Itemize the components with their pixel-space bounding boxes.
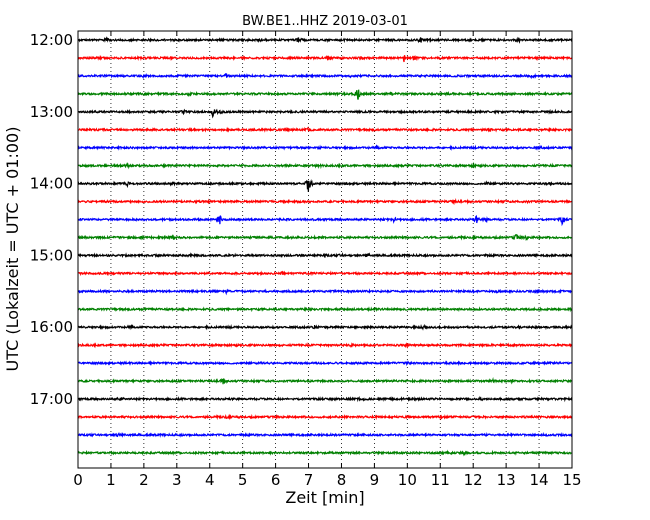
trace-1545: [77, 306, 573, 313]
trace-1600: [77, 323, 573, 331]
grid-lines: [110, 31, 540, 468]
trace-1230: [77, 72, 573, 80]
x-tick-label: 2: [139, 471, 149, 489]
y-tick-label: 14:00: [30, 175, 73, 193]
trace-1215: [77, 54, 573, 63]
seismogram-traces: [77, 36, 573, 457]
y-tick-label: 12:00: [30, 31, 73, 49]
x-axis-label: Zeit [min]: [285, 488, 364, 507]
trace-1245: [77, 89, 573, 100]
trace-1345: [77, 161, 573, 170]
trace-1745: [77, 449, 573, 457]
trace-1415: [77, 197, 573, 206]
x-tick-label: 6: [271, 471, 281, 489]
y-tick-label: 16:00: [30, 318, 73, 336]
y-tick-label: 17:00: [30, 390, 73, 408]
y-tick-label: 13:00: [30, 103, 73, 121]
y-axis-ticks: 12:00 13:00 14:00 15:00 16:00 17:00: [30, 31, 572, 408]
x-axis-ticks: 0 1 2 3 4 5 6 7 8 9 10 11 12 13 14 15: [73, 31, 582, 489]
trace-1645: [77, 377, 573, 385]
trace-1700: [77, 395, 573, 403]
trace-1200: [77, 36, 573, 44]
x-tick-label: 15: [562, 471, 581, 489]
trace-1330: [77, 144, 573, 151]
x-tick-label: 10: [398, 471, 417, 489]
y-axis-label: UTC (Lokalzeit = UTC + 01:00): [3, 127, 22, 372]
trace-1445: [77, 234, 573, 242]
x-tick-label: 8: [337, 471, 347, 489]
trace-1515: [77, 270, 573, 277]
trace-1500: [77, 252, 573, 259]
chart-title: BW.BE1..HHZ 2019-03-01: [242, 14, 408, 29]
x-tick-label: 5: [238, 471, 248, 489]
x-tick-label: 1: [106, 471, 116, 489]
trace-1715: [77, 413, 573, 421]
y-tick-label: 15:00: [30, 246, 73, 264]
x-tick-label: 12: [464, 471, 483, 489]
x-tick-label: 0: [73, 471, 83, 489]
trace-1430: [77, 215, 573, 227]
x-tick-label: 3: [172, 471, 182, 489]
x-tick-label: 13: [497, 471, 516, 489]
x-tick-label: 4: [205, 471, 215, 489]
trace-1730: [77, 431, 573, 438]
trace-1400: [77, 179, 573, 193]
x-tick-label: 14: [530, 471, 549, 489]
trace-1300: [77, 108, 573, 119]
x-tick-label: 7: [304, 471, 314, 489]
x-tick-label: 9: [370, 471, 380, 489]
trace-1615: [77, 341, 573, 349]
trace-1630: [77, 360, 573, 367]
x-tick-label: 11: [431, 471, 450, 489]
plot-frame: [77, 30, 573, 469]
trace-1315: [77, 126, 573, 133]
trace-1530: [77, 288, 573, 296]
